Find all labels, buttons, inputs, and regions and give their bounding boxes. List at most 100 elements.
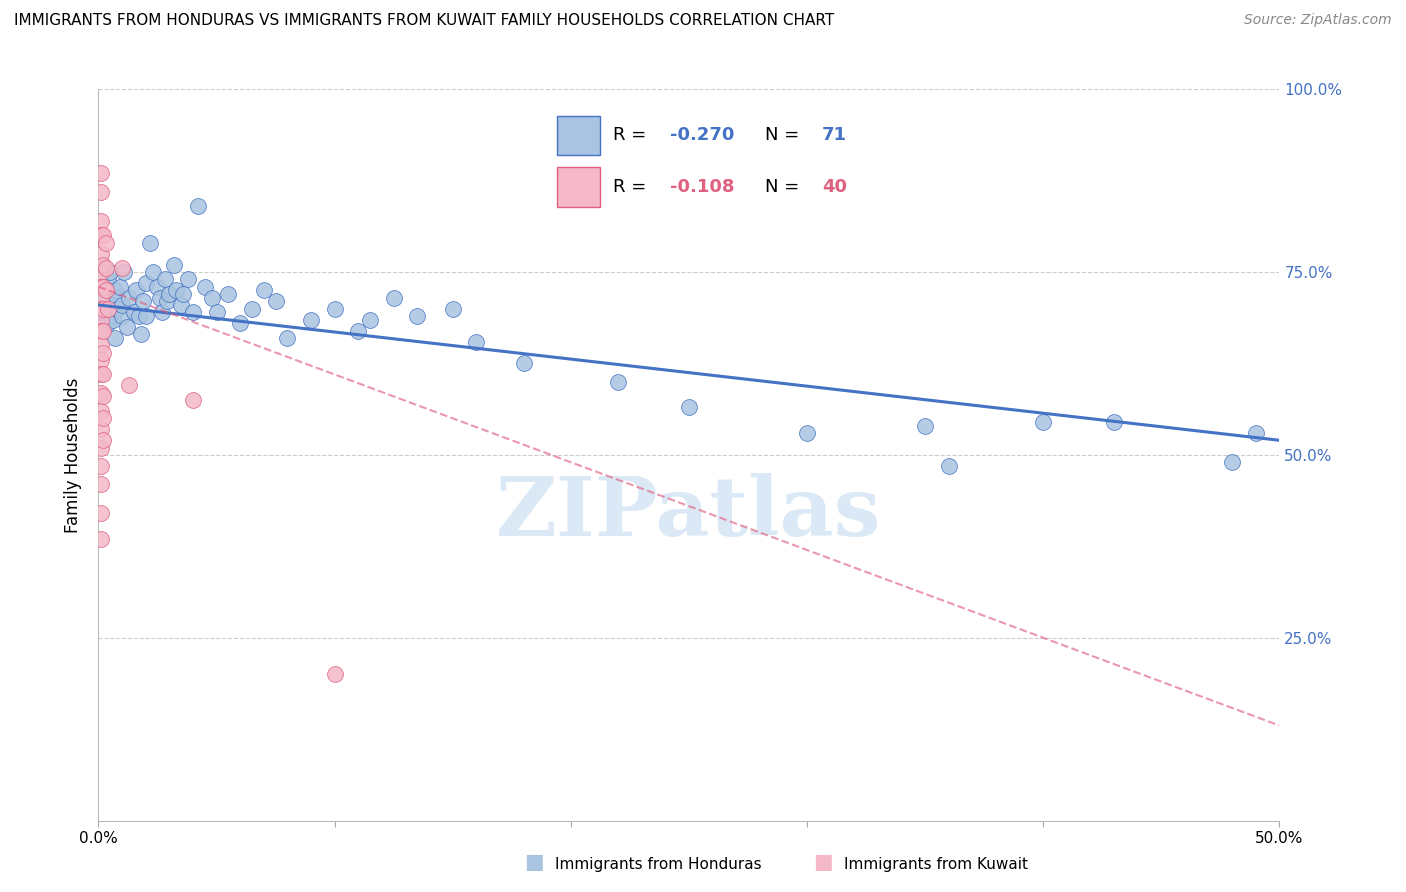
Point	[299, 312, 322, 326]
Point	[101, 312, 124, 326]
Text: ■: ■	[524, 853, 544, 872]
Point	[347, 324, 370, 338]
Point	[165, 284, 187, 298]
Point	[129, 327, 152, 342]
Point	[90, 385, 112, 400]
Point	[90, 246, 112, 260]
Point	[156, 294, 179, 309]
Point	[1220, 455, 1243, 469]
Point	[90, 532, 112, 546]
Point	[406, 309, 429, 323]
Point	[90, 166, 112, 180]
Point	[181, 393, 204, 408]
Point	[205, 305, 228, 319]
Point	[104, 331, 127, 345]
Point	[91, 324, 114, 338]
Point	[201, 291, 224, 305]
Point	[382, 291, 405, 305]
Point	[97, 301, 120, 316]
Point	[91, 389, 114, 403]
Point	[90, 422, 112, 436]
Point	[108, 279, 131, 293]
Point	[90, 441, 112, 455]
Point	[359, 312, 381, 326]
Point	[98, 309, 121, 323]
Point	[118, 378, 141, 392]
Point	[105, 291, 128, 305]
Text: Immigrants from Honduras: Immigrants from Honduras	[555, 857, 762, 872]
Point	[465, 334, 488, 349]
Point	[90, 404, 112, 418]
Point	[142, 265, 165, 279]
Point	[90, 324, 112, 338]
Point	[323, 301, 346, 316]
Point	[90, 305, 112, 319]
Point	[181, 305, 204, 319]
Point	[90, 279, 112, 293]
Point	[91, 345, 114, 359]
Point	[253, 284, 276, 298]
Point	[97, 316, 120, 330]
Point	[139, 235, 162, 250]
Point	[91, 258, 114, 272]
Point	[91, 368, 114, 382]
Point	[1244, 425, 1267, 440]
Point	[91, 305, 114, 319]
Point	[94, 284, 117, 298]
Point	[91, 411, 114, 425]
Point	[1032, 415, 1054, 429]
Point	[94, 235, 117, 250]
Point	[111, 298, 134, 312]
Point	[90, 185, 112, 199]
Text: Source: ZipAtlas.com: Source: ZipAtlas.com	[1244, 13, 1392, 28]
Point	[150, 305, 173, 319]
Point	[91, 228, 114, 243]
Point	[90, 477, 112, 491]
Point	[91, 279, 114, 293]
Point	[90, 291, 112, 305]
Point	[94, 291, 117, 305]
Point	[94, 301, 117, 316]
Point	[132, 294, 155, 309]
Point	[217, 287, 239, 301]
Point	[91, 434, 114, 448]
Point	[276, 331, 298, 345]
Point	[607, 375, 630, 389]
Point	[678, 401, 700, 415]
Point	[938, 458, 960, 473]
Point	[90, 214, 112, 228]
Point	[91, 301, 114, 316]
Point	[105, 301, 128, 316]
Point	[97, 272, 120, 286]
Point	[112, 265, 135, 279]
Point	[170, 298, 193, 312]
Point	[796, 425, 818, 440]
Point	[135, 309, 157, 323]
Point	[128, 309, 150, 323]
Point	[153, 272, 176, 286]
Point	[90, 265, 112, 279]
Point	[90, 352, 112, 367]
Point	[94, 261, 117, 276]
Point	[149, 291, 172, 305]
Point	[122, 305, 145, 319]
Point	[90, 458, 112, 473]
Point	[323, 667, 346, 681]
Point	[90, 507, 112, 521]
Point	[172, 287, 194, 301]
Point	[101, 298, 124, 312]
Point	[90, 301, 112, 316]
Point	[90, 294, 112, 309]
Text: ZIPatlas: ZIPatlas	[496, 474, 882, 553]
Point	[115, 320, 138, 334]
Point	[194, 279, 217, 293]
Point	[118, 291, 141, 305]
Point	[90, 228, 112, 243]
Point	[90, 338, 112, 352]
Point	[90, 312, 112, 326]
Point	[914, 418, 936, 433]
Point	[135, 276, 157, 290]
Y-axis label: Family Households: Family Households	[65, 377, 83, 533]
Point	[91, 287, 114, 301]
Point	[229, 316, 252, 330]
